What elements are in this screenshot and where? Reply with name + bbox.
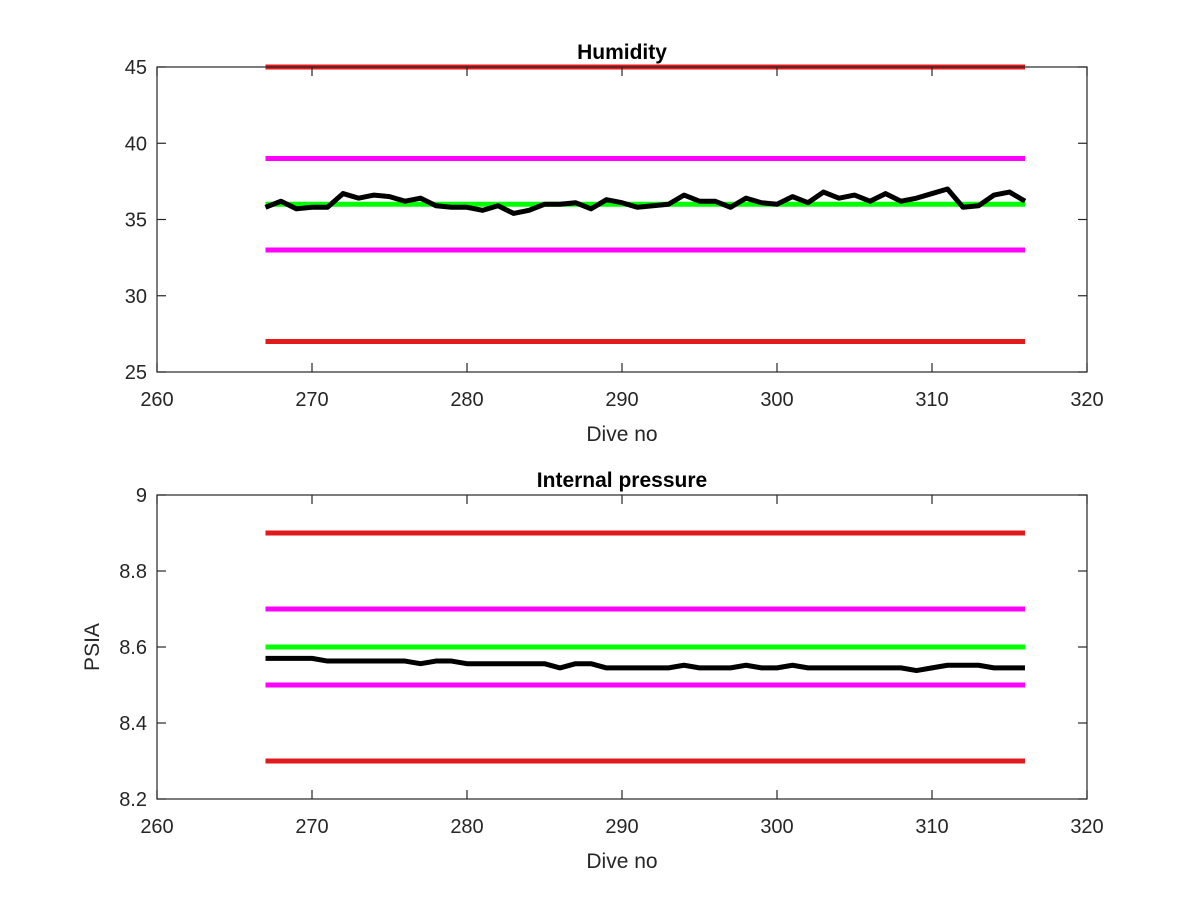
x-axis-label: Dive no — [586, 423, 657, 446]
chart-panel-1: 260 270 280 290 300 310 320 25 30 35 40 45 Humidity D… — [125, 41, 1104, 446]
x-tick-label: 320 — [1070, 816, 1103, 838]
series-line — [265, 655, 1025, 674]
x-tick-label: 260 — [140, 816, 173, 838]
y-tick-label: 35 — [125, 210, 147, 232]
y-tick-label: 8.2 — [119, 789, 147, 811]
y-tick-label: 9 — [136, 485, 147, 507]
y-tick-label: 8.4 — [119, 713, 147, 735]
x-tick-label: 280 — [450, 389, 483, 411]
x-tick-label: 310 — [915, 816, 948, 838]
y-tick-label: 40 — [125, 133, 147, 155]
x-tick-label: 300 — [760, 389, 793, 411]
x-tick-label: 290 — [605, 816, 638, 838]
y-tick-label: 25 — [125, 362, 147, 384]
x-tick-label: 280 — [450, 816, 483, 838]
y-tick-label: 45 — [125, 57, 147, 79]
y-tick-label: 8.8 — [119, 561, 147, 583]
x-tick-label: 260 — [140, 389, 173, 411]
x-tick-label: 320 — [1070, 389, 1103, 411]
x-tick-label: 270 — [295, 389, 328, 411]
x-tick-label: 270 — [295, 816, 328, 838]
x-tick-label: 290 — [605, 389, 638, 411]
y-tick-label: 8.6 — [119, 637, 147, 659]
x-tick-label: 310 — [915, 389, 948, 411]
y-tick-label: 30 — [125, 286, 147, 308]
y-axis-label: PSIA — [81, 623, 104, 671]
chart-title: Internal pressure — [537, 469, 707, 492]
chart-panel-2: 260 270 280 290 300 310 320 8.2 8.4 8.6 8.8 9 Intern… — [81, 469, 1104, 873]
axes-box — [156, 66, 1088, 373]
series-line — [264, 186, 1027, 216]
chart-title: Humidity — [577, 41, 667, 64]
x-axis-label: Dive no — [586, 850, 657, 873]
x-tick-label: 300 — [760, 816, 793, 838]
